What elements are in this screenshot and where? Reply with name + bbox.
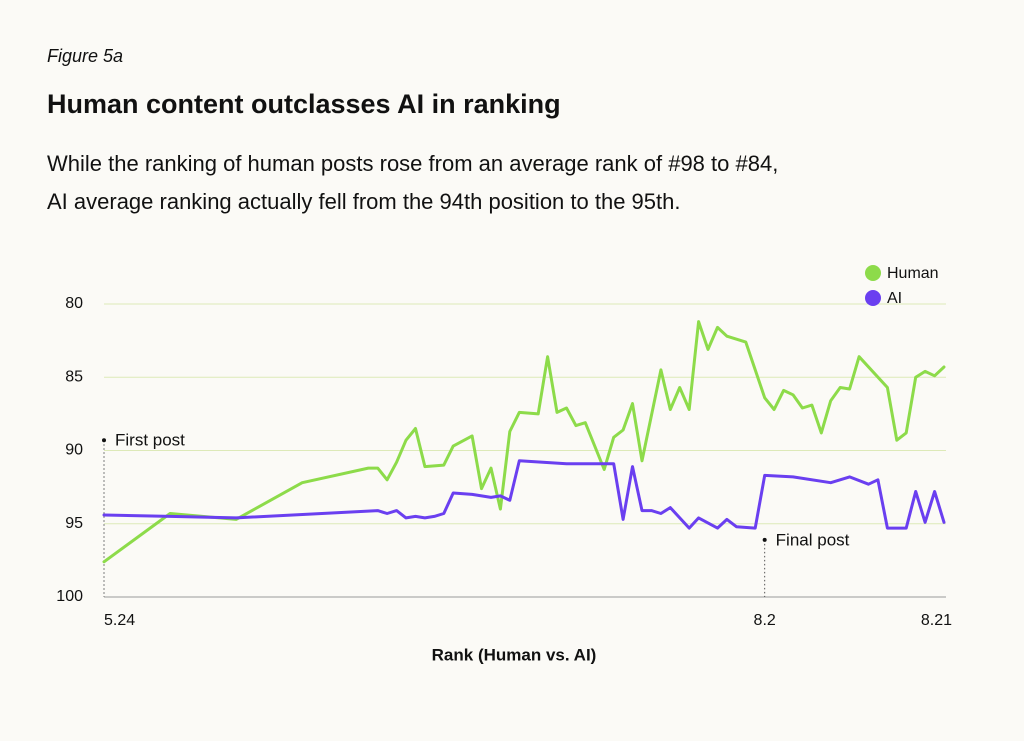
legend-label: Human [887,265,939,282]
series-line [102,459,946,530]
figure-label: Figure 5a [47,46,124,66]
annotation-text: Final post [776,530,850,549]
chart-subtitle: While the ranking of human posts rose fr… [47,145,947,221]
x-tick-label: 8.21 [921,612,952,629]
y-tick-label: 90 [65,442,83,459]
annotation-text: First post [115,431,185,450]
legend-swatch [865,265,881,281]
y-tick-label: 85 [65,368,83,385]
series-line [102,320,946,564]
y-tick-label: 80 [65,295,83,312]
legend-label: AI [887,290,902,307]
subtitle-line: AI average ranking actually fell from th… [47,189,681,214]
annotation-dot [102,438,106,443]
chart-title: Human content outclasses AI in ranking [47,89,561,119]
annotation-dot [762,537,767,542]
x-axis-label: Rank (Human vs. AI) [432,645,597,664]
x-tick-label: 8.2 [754,612,776,629]
y-tick-label: 100 [56,588,83,605]
x-tick-label: 5.24 [104,612,135,629]
y-tick-label: 95 [65,515,83,532]
subtitle-line: While the ranking of human posts rose fr… [47,151,779,176]
legend-swatch [865,290,881,306]
